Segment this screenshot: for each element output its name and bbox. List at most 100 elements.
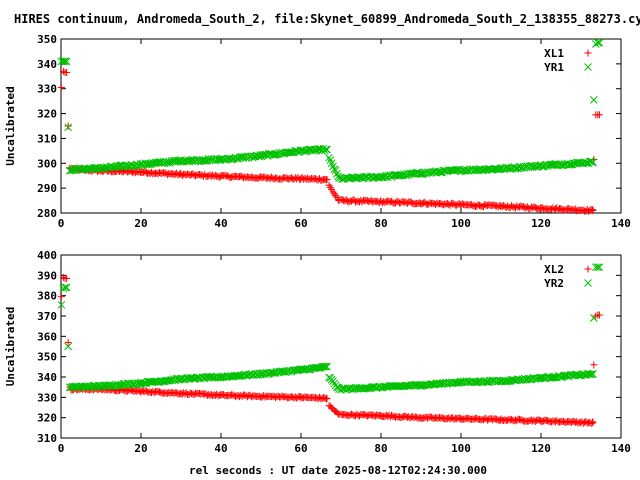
y-tick-label: 300 — [37, 157, 57, 170]
y-tick-label: 330 — [37, 83, 57, 96]
data-point-outlier — [595, 111, 603, 119]
y-tick-label: 320 — [37, 412, 57, 425]
data-point-outlier — [64, 338, 72, 346]
data-point — [588, 206, 596, 214]
series-xl2 — [57, 273, 603, 427]
x-tick-label: 80 — [374, 217, 387, 230]
chart-title: HIRES continuum, Andromeda_South_2, file… — [14, 12, 640, 27]
data-point-outlier — [62, 283, 71, 292]
x-tick-label: 80 — [374, 442, 387, 455]
x-tick-label: 140 — [611, 217, 631, 230]
data-point-outlier — [64, 122, 72, 130]
data-point — [582, 159, 590, 168]
data-point — [322, 395, 330, 403]
data-point-outlier — [65, 166, 74, 175]
data-point-outlier — [63, 69, 71, 77]
legend-marker — [584, 265, 592, 273]
data-point-outlier — [589, 314, 598, 322]
chart-panel-1: 0 20 40 60 80 100 120 140 280 290 300 310 320 330 340 3… — [4, 33, 631, 230]
y-tick-label: 280 — [37, 207, 57, 220]
plot-frame — [60, 38, 622, 214]
y-tick-label: 340 — [37, 371, 57, 384]
y-tick-label: 310 — [37, 432, 57, 445]
data-point — [332, 192, 340, 200]
data-point — [320, 362, 329, 371]
data-point — [287, 148, 296, 157]
data-point — [325, 153, 333, 162]
x-tick-label: 120 — [531, 442, 551, 455]
legend-marker — [584, 49, 592, 57]
legend-label: YR1 — [544, 61, 564, 74]
data-point — [323, 145, 331, 154]
x-tick-label: 40 — [214, 217, 227, 230]
x-tick-label: 60 — [294, 442, 307, 455]
legend-label: XL2 — [544, 263, 564, 276]
y-tick-label: 350 — [37, 33, 57, 46]
y-tick-label: 370 — [37, 310, 57, 323]
data-point-outlier — [589, 96, 598, 104]
x-tick-label: 140 — [611, 442, 631, 455]
legend-label: YR2 — [544, 277, 564, 290]
y-tick-label: 310 — [37, 132, 57, 145]
data-point — [232, 154, 241, 163]
data-point — [585, 370, 594, 379]
data-point — [255, 392, 263, 400]
data-point — [589, 158, 597, 166]
data-point-outlier — [64, 342, 73, 351]
x-tick-label: 40 — [214, 442, 227, 455]
data-point — [214, 155, 222, 164]
data-point — [589, 207, 597, 215]
data-point — [587, 370, 596, 379]
data-point-outlier — [59, 57, 68, 66]
y-tick-label: 320 — [37, 108, 57, 121]
data-point-outlier — [593, 38, 602, 47]
x-axis-label: rel seconds : UT date 2025-08-12T02:24:3… — [189, 464, 487, 477]
x-tick-label: 20 — [134, 442, 147, 455]
chart-panel-2: 0 20 40 60 80 100 120 140 310 320 330 340 350 360 370 3… — [4, 249, 631, 455]
data-point — [588, 418, 596, 426]
data-point-outlier — [593, 263, 602, 272]
data-point-outlier — [65, 383, 74, 392]
data-point — [494, 165, 502, 174]
x-tick-label: 60 — [294, 217, 307, 230]
data-point — [329, 377, 337, 386]
data-point — [585, 157, 594, 166]
legend-marker — [584, 63, 592, 71]
data-point-outlier — [61, 57, 69, 66]
x-tick-label: 20 — [134, 217, 147, 230]
legend-marker — [584, 279, 592, 287]
data-point-outlier — [591, 263, 600, 272]
y-tick-label: 350 — [37, 351, 57, 364]
y-tick-label: 340 — [37, 58, 57, 71]
data-point — [589, 370, 597, 378]
series-yr2 — [57, 263, 604, 394]
y-axis-label: Uncalibrated — [4, 307, 17, 386]
series-yr1 — [57, 38, 604, 184]
y-axis-label: Uncalibrated — [4, 86, 17, 165]
y-tick-label: 380 — [37, 290, 57, 303]
data-point — [455, 414, 463, 422]
data-point-outlier — [62, 57, 71, 66]
data-point-outlier — [57, 293, 65, 301]
data-point — [319, 362, 328, 371]
y-tick-label: 390 — [37, 269, 57, 282]
y-tick-label: 400 — [37, 249, 57, 262]
x-tick-label: 100 — [451, 442, 471, 455]
data-point — [323, 175, 331, 183]
chart-panels: 0 20 40 60 80 100 120 140 280 290 300 310 320 330 340 3… — [4, 33, 631, 455]
data-point — [215, 173, 223, 181]
data-point — [589, 419, 597, 427]
data-point-outlier — [64, 123, 73, 132]
data-point — [323, 394, 331, 402]
data-point-outlier — [57, 83, 65, 91]
data-point-outlier — [61, 283, 69, 292]
y-tick-label: 360 — [37, 330, 57, 343]
x-tick-label: 0 — [58, 217, 65, 230]
x-tick-label: 0 — [58, 442, 65, 455]
data-point-outlier — [57, 300, 66, 309]
y-tick-label: 290 — [37, 182, 57, 195]
data-point — [329, 188, 337, 196]
data-point-outlier — [59, 67, 67, 75]
data-point-outlier — [63, 274, 71, 282]
